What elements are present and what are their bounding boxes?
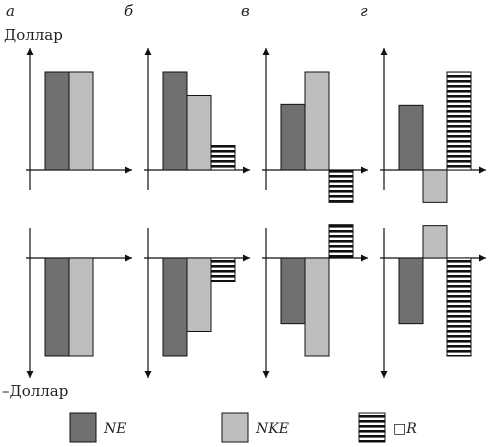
bar-r (446, 71, 472, 171)
bar-nke (304, 257, 330, 357)
legend-label-nke: NKE (255, 421, 289, 437)
bar-nke (304, 71, 330, 171)
bar-ne (44, 257, 70, 357)
bar-ne (280, 257, 306, 325)
panel-letter: г (360, 2, 368, 20)
axis-arrowhead (262, 371, 270, 378)
axis-arrowhead (26, 371, 34, 378)
bar-nke (68, 257, 94, 357)
legend-swatch-r (358, 412, 386, 443)
legend-label-r: □R (393, 421, 417, 437)
bar-nke (68, 71, 94, 171)
axis-arrowhead (262, 48, 270, 55)
axis-arrowhead (380, 48, 388, 55)
bar-nke (186, 95, 212, 171)
axis-arrowhead (144, 371, 152, 378)
bar-nke (422, 169, 448, 203)
top-axis-label: Доллар (4, 26, 63, 44)
legend-swatch-nke (221, 412, 249, 443)
panel-letter: б (124, 2, 134, 20)
bar-ne (162, 257, 188, 357)
axis-arrowhead (144, 48, 152, 55)
bar-r (446, 257, 472, 357)
bar-r (210, 145, 236, 171)
bottom-axis-label: –Доллар (2, 382, 68, 400)
legend-swatch-ne (69, 412, 97, 443)
bar-r (210, 257, 236, 283)
axis-arrowhead (361, 254, 368, 262)
bar-r (328, 169, 354, 203)
bar-ne (162, 71, 188, 171)
axis-arrowhead (125, 166, 132, 174)
axis-arrowhead (479, 254, 486, 262)
legend-label-ne: NE (103, 421, 126, 437)
panels-layer: а б в г (6, 2, 486, 378)
panel-letter: в (241, 2, 250, 20)
bar-nke (422, 225, 448, 259)
panel-letter: а (6, 2, 15, 20)
bar-ne (398, 257, 424, 325)
bar-ne (398, 104, 424, 171)
axis-arrowhead (26, 48, 34, 55)
axis-arrowhead (243, 254, 250, 262)
axis-arrowhead (361, 166, 368, 174)
bar-ne (280, 103, 306, 171)
axis-arrowhead (243, 166, 250, 174)
bar-nke (186, 257, 212, 332)
axis-arrowhead (125, 254, 132, 262)
axis-arrowhead (380, 371, 388, 378)
bar-r (328, 224, 354, 259)
bar-ne (44, 71, 70, 171)
axis-arrowhead (479, 166, 486, 174)
legend: NE NKE □R (69, 412, 417, 443)
